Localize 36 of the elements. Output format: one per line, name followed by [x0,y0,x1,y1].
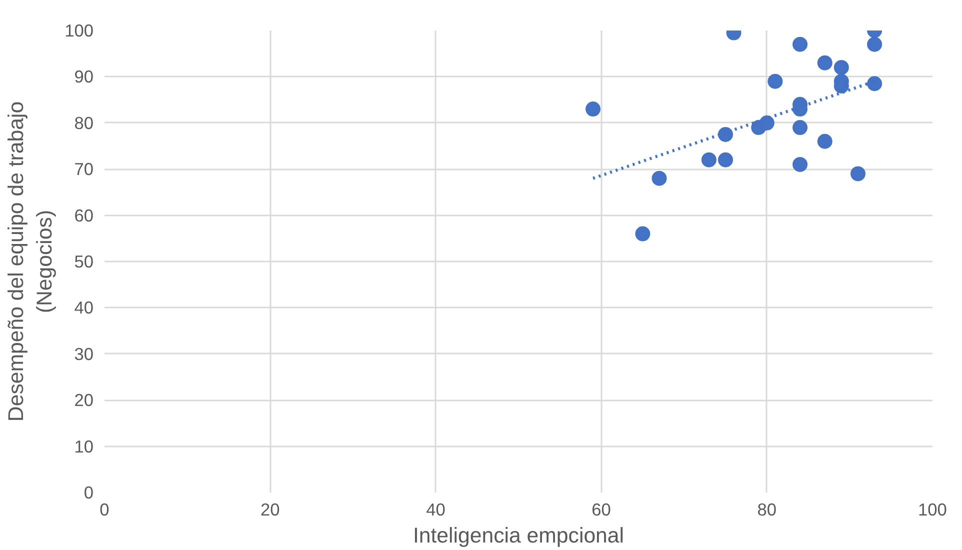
point [701,152,716,168]
x-tick-label: 60 [592,500,611,520]
point [792,120,808,136]
point [586,102,601,117]
y-tick-label: 70 [74,159,94,180]
point [792,156,808,172]
point [635,226,650,242]
x-tick-label: 100 [918,500,947,520]
point [718,152,733,168]
x-axis-title: Inteligencia empcional [412,524,624,548]
point [759,115,774,130]
y-tick-label: 80 [74,112,94,133]
point [867,36,882,52]
y-tick-label: 90 [74,66,94,87]
y-tick-label: 20 [74,390,94,410]
y-tick-label: 0 [84,482,94,502]
x-tick-label: 20 [260,500,280,520]
point [850,166,866,182]
point [792,36,808,52]
point [867,76,882,92]
point [652,170,667,186]
point [817,134,832,149]
y-tick-label: 30 [74,344,94,364]
x-tick-label: 0 [100,500,110,520]
y-tick-label: 10 [74,436,94,456]
point [768,74,783,89]
point [718,126,733,142]
point [817,55,832,70]
y-tick-label: 50 [74,252,94,272]
y-axis-title: Desempeño del equipo de trabajo (Negocios) [4,101,57,422]
point [834,60,849,75]
x-tick-label: 80 [757,500,777,520]
y-tick-label: 60 [74,205,94,226]
x-tick-label: 40 [426,500,446,520]
y-tick-label: 100 [64,20,94,40]
y-tick-label: 40 [74,298,94,318]
